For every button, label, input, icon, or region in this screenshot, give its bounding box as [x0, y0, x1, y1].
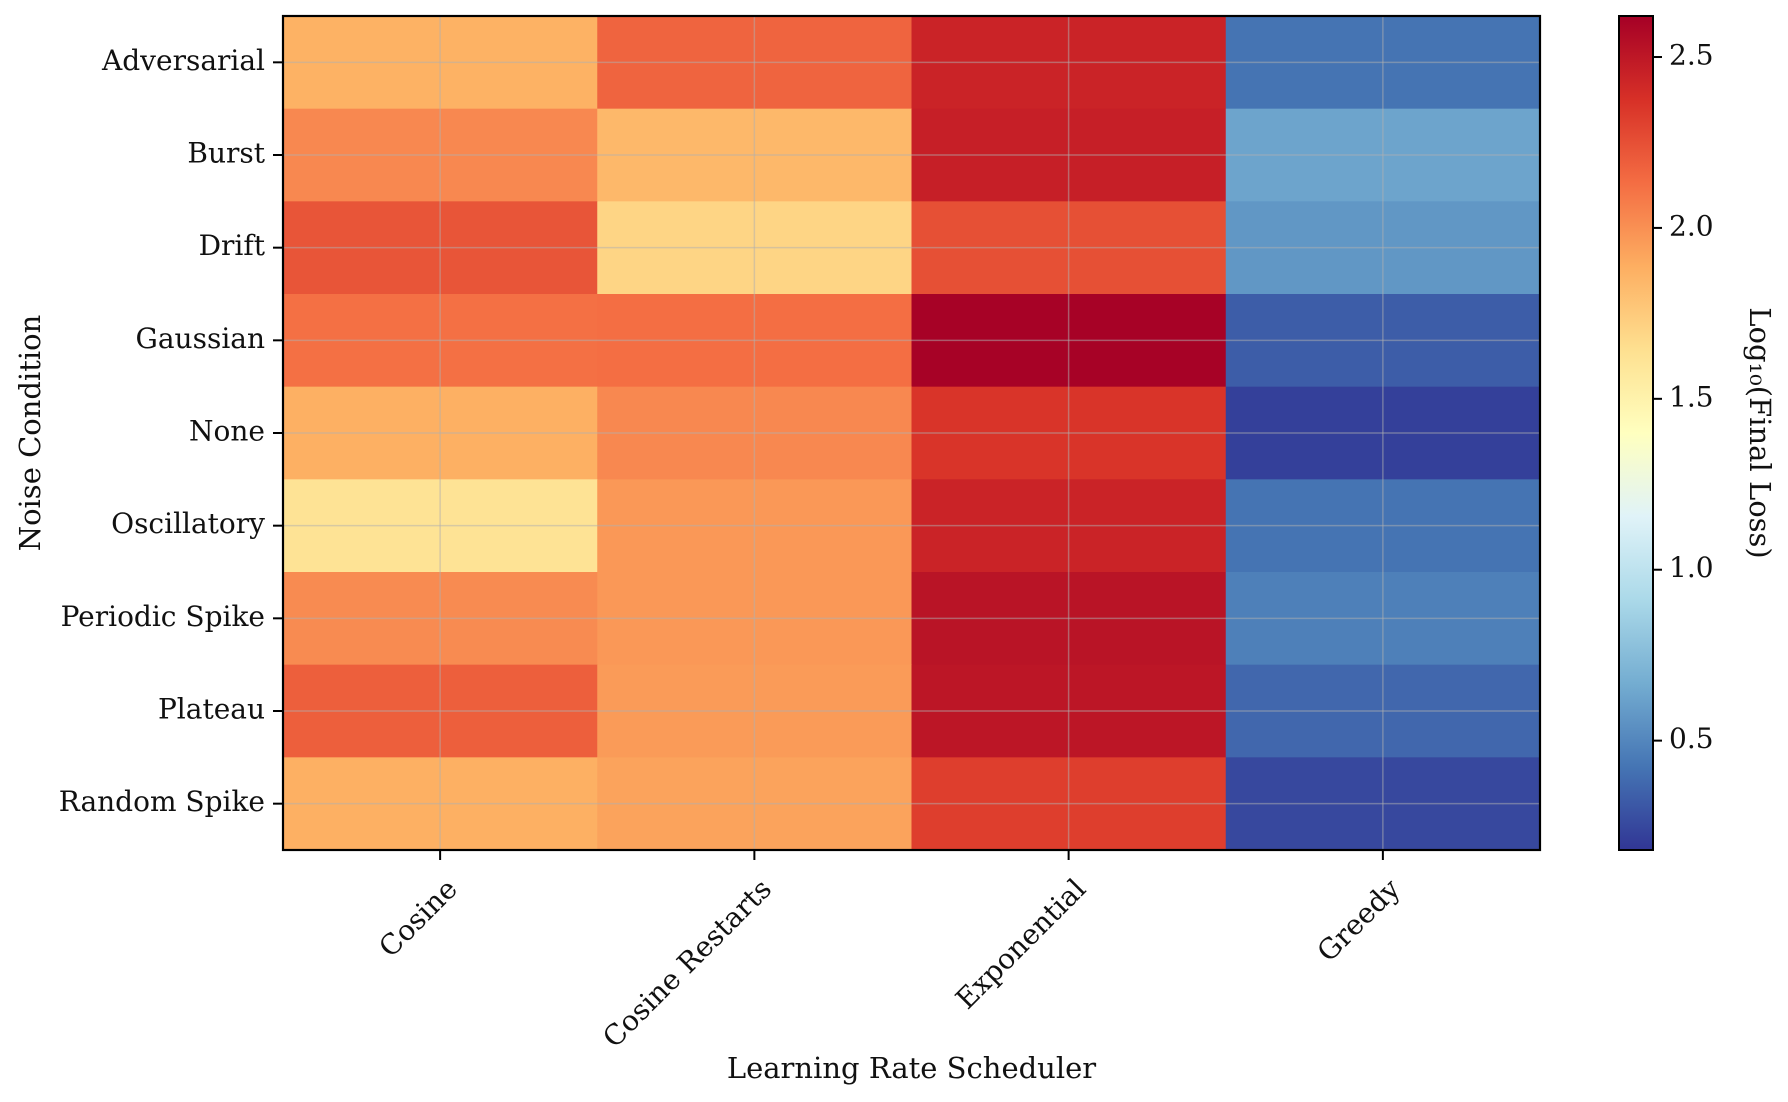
- x-tick-label: Cosine Restarts: [596, 872, 778, 1054]
- y-tick-label: None: [189, 415, 265, 448]
- x-tick-label: Greedy: [1311, 872, 1407, 968]
- y-tick-label: Random Spike: [59, 785, 265, 818]
- y-tick-label: Drift: [199, 229, 266, 262]
- colorbar-tick-label: 1.0: [1669, 551, 1714, 584]
- x-axis: Cosine Cosine Restarts Exponential Greedy: [372, 850, 1407, 1054]
- y-axis-title: Noise Condition: [13, 315, 47, 552]
- colorbar-tick-label: 1.5: [1669, 380, 1714, 413]
- colorbar-ticks: 0.5 1.0 1.5 2.0 2.5: [1653, 39, 1714, 755]
- colorbar-title: Log₁₀(Final Loss): [1743, 307, 1777, 559]
- colorbar: [1619, 16, 1653, 850]
- colorbar-tick-label: 0.5: [1669, 722, 1714, 755]
- y-tick-label: Gaussian: [135, 322, 265, 355]
- colorbar-tick-label: 2.0: [1669, 209, 1714, 242]
- x-tick-label: Cosine: [372, 872, 463, 963]
- grid-lines: [283, 16, 1540, 850]
- y-tick-label: Oscillatory: [111, 507, 265, 540]
- y-tick-label: Adversarial: [101, 44, 265, 77]
- x-axis-title: Learning Rate Scheduler: [727, 1051, 1096, 1085]
- colorbar-tick-label: 2.5: [1669, 39, 1714, 72]
- colorbar-frame: [1618, 15, 1654, 851]
- y-axis: Adversarial Burst Drift Gaussian None Oscilla…: [59, 44, 283, 818]
- y-tick-label: Plateau: [158, 693, 265, 726]
- y-tick-label: Burst: [187, 137, 265, 170]
- y-tick-label: Periodic Spike: [61, 600, 265, 633]
- x-tick-label: Exponential: [949, 872, 1092, 1015]
